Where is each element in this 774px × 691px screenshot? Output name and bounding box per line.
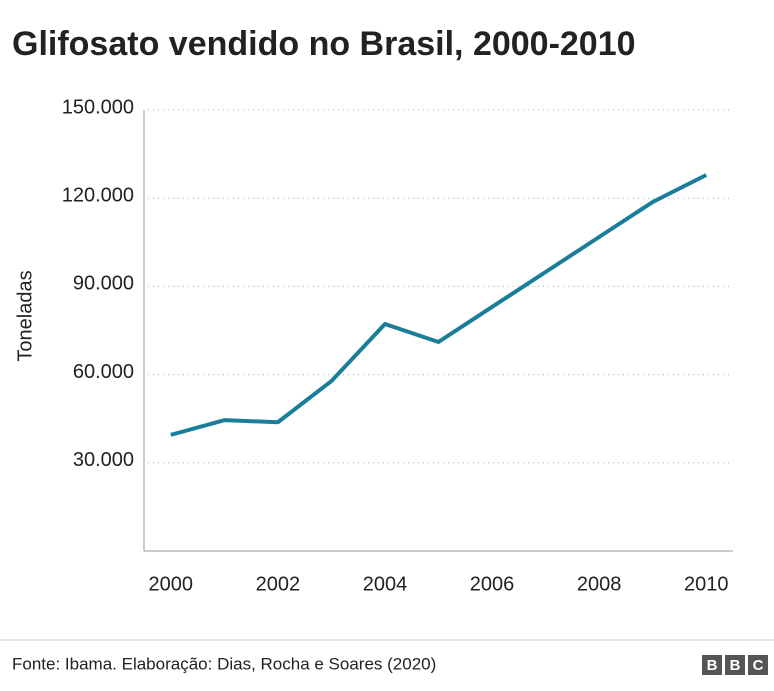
y-tick-label: 90.000 — [73, 273, 134, 295]
x-tick-label: 2008 — [577, 573, 622, 595]
source-note: Fonte: Ibama. Elaboração: Dias, Rocha e … — [12, 654, 436, 673]
logo-letter: C — [753, 657, 764, 674]
y-tick-label: 150.000 — [62, 96, 134, 118]
x-tick-label: 2004 — [363, 573, 408, 595]
logo-box — [702, 655, 722, 675]
x-tick-label: 2006 — [470, 573, 515, 595]
logo-letter: B — [730, 657, 741, 674]
y-tick-label: 120.000 — [62, 184, 134, 206]
logo-box — [748, 655, 768, 675]
x-tick-label: 2002 — [256, 573, 301, 595]
logo-letter: B — [707, 657, 718, 674]
x-tick-label: 2010 — [684, 573, 729, 595]
logo-box — [725, 655, 745, 675]
y-axis-label: Toneladas — [14, 270, 36, 361]
y-tick-label: 30.000 — [73, 449, 134, 471]
y-tick-label: 60.000 — [73, 361, 134, 383]
bbc-logo: B B C — [702, 655, 768, 675]
data-line — [170, 173, 708, 437]
chart-title: Glifosato vendido no Brasil, 2000-2010 — [12, 25, 636, 63]
x-tick-label: 2000 — [149, 573, 194, 595]
